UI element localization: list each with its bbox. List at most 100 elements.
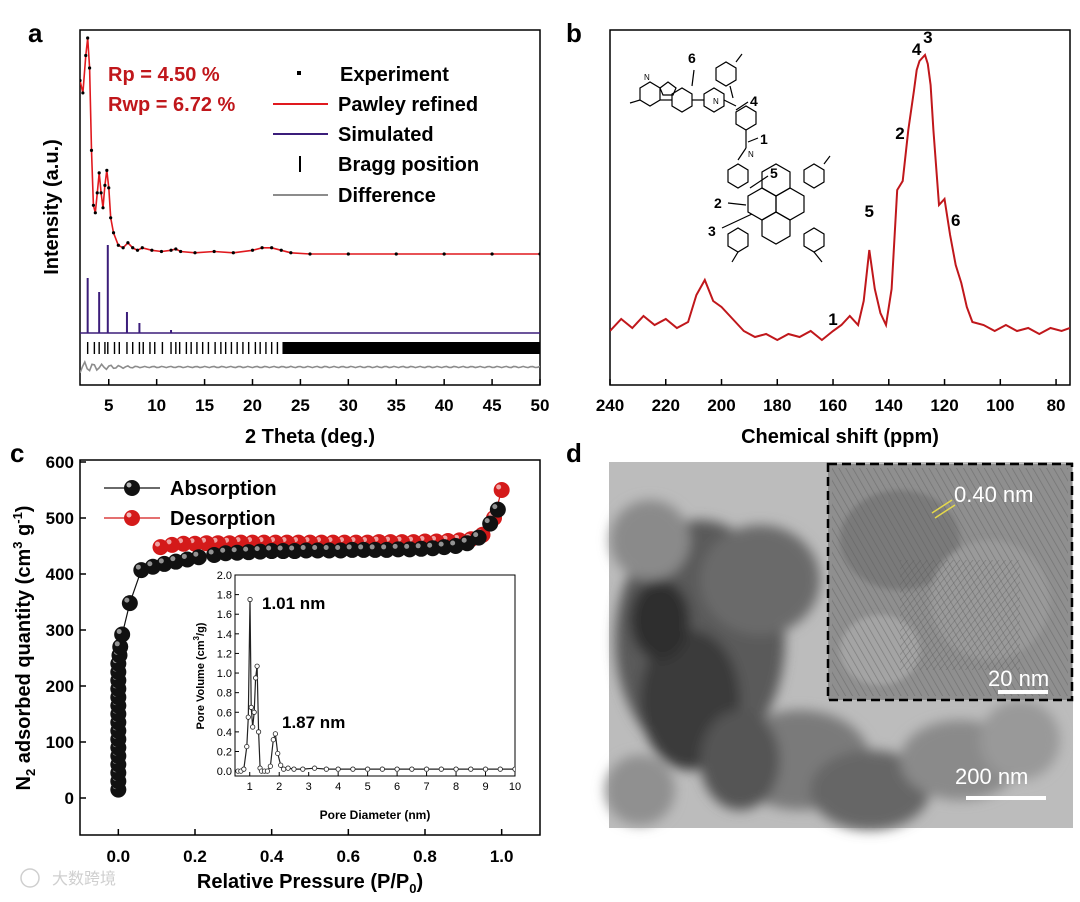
nitrogen-atom-label: N: [713, 97, 719, 106]
chemical-structure: [629, 53, 831, 263]
bond: [723, 99, 737, 107]
watermark-icon: [20, 868, 40, 888]
pore-distribution-curve: [237, 599, 515, 772]
desorption-point: [152, 539, 169, 556]
y-label-close: ): [13, 506, 35, 513]
inset-scale-label: 20 nm: [988, 666, 1049, 691]
point-highlight: [492, 504, 498, 510]
experiment-point: [105, 168, 109, 172]
point-highlight: [461, 537, 467, 543]
y-label-n: N: [13, 776, 35, 790]
point-highlight: [289, 545, 295, 551]
lattice-marker: [934, 504, 956, 519]
bragg-positions: [86, 342, 540, 354]
phenyl-ring: [727, 163, 749, 189]
inset-scale-bar: [998, 690, 1048, 694]
y-tick-label-c: 0: [65, 789, 74, 808]
arrow-2: [727, 202, 747, 206]
y-label-rest: adsorbed quantity (cm: [13, 549, 35, 769]
pore-point: [250, 724, 256, 730]
x-tick-label-c: 0.4: [260, 847, 284, 866]
x-tick-label-b: 180: [763, 396, 791, 415]
inset-y-tick-label: 0.4: [217, 727, 232, 739]
bond: [729, 85, 734, 99]
legend-bragg: Bragg position: [338, 154, 479, 176]
inset-y-tick-label: 0.0: [217, 766, 232, 778]
pore-distribution-points: [235, 596, 515, 774]
point-highlight: [404, 543, 410, 549]
point-highlight: [473, 532, 479, 538]
experiment-point: [103, 183, 107, 187]
absorption-points: [110, 501, 506, 798]
x-tick-label-a: 25: [291, 396, 310, 415]
point-highlight: [124, 597, 130, 603]
x-tick-label-b: 120: [930, 396, 958, 415]
point-highlight: [243, 546, 249, 552]
experiment-point: [93, 211, 97, 215]
plot-frame-a: [79, 29, 541, 386]
panel-b: b 240 220 200 180 160 140 120 100 80 Chemical sh…: [566, 18, 1071, 448]
y-label-sup3: 3: [10, 542, 25, 549]
pore-point: [323, 766, 329, 772]
point-highlight: [381, 544, 387, 550]
x-tick-label-a: 20: [243, 396, 262, 415]
y-axis-label-a: Intensity (a.u.): [41, 139, 63, 275]
x-tick-label-a: 50: [531, 396, 550, 415]
plot-frame-c: [79, 459, 541, 836]
experiment-point: [86, 36, 90, 40]
watermark: 大数跨境: [52, 869, 116, 888]
y-axis-c: 0 100 200 300 400 500 600: [46, 453, 86, 808]
x-axis-b: 240 220 200 180 160 140 120 100 80: [596, 379, 1066, 415]
panel-c: c 0.0 0.2 0.4 0.6 0.8 1.0 0100200300400500600…: [10, 438, 541, 896]
experiment-point: [81, 91, 85, 95]
structure-label-3: 3: [708, 223, 716, 239]
panel-label-b: b: [566, 18, 582, 48]
phenyl-ring: [715, 61, 737, 87]
experiment-point: [150, 248, 154, 252]
pore-point: [291, 766, 297, 772]
inset-x-tick-label: 2: [276, 781, 282, 793]
pore-point: [423, 766, 430, 772]
point-highlight: [277, 545, 283, 551]
pore-point: [409, 766, 415, 772]
lattice-marker: [931, 499, 953, 514]
legend-simulated: Simulated: [338, 124, 434, 146]
arrow-6: [691, 69, 695, 87]
experiment-point: [91, 203, 96, 207]
experiment-point: [442, 252, 446, 256]
bond: [735, 53, 743, 63]
absorption-point: [121, 595, 138, 612]
point-highlight: [193, 551, 199, 557]
marker-highlight: [126, 512, 132, 518]
pore-point: [350, 766, 356, 772]
phenyl-ring: [727, 227, 749, 253]
point-highlight: [254, 546, 260, 552]
x-label-end: ): [416, 871, 423, 893]
x-tick-label-c: 0.8: [413, 847, 437, 866]
main-scale-bar: [966, 796, 1046, 800]
x-tick-label-a: 5: [104, 396, 113, 415]
experiment-point: [95, 191, 99, 195]
panel-label-d: d: [566, 438, 582, 468]
inset-y-tick-label: 1.2: [217, 648, 232, 660]
experiment-point: [126, 241, 130, 245]
x-tick-label-c: 1.0: [490, 847, 514, 866]
inset-x-axis: 1 2 3 4 5 6 7 8 9 10: [247, 772, 521, 793]
point-highlight: [427, 542, 433, 548]
phenyl-ring: [735, 105, 757, 131]
point-highlight: [415, 543, 421, 549]
x-tick-label-a: 30: [339, 396, 358, 415]
point-highlight: [346, 544, 352, 550]
pore-point: [241, 766, 247, 772]
peak-label: 3: [923, 28, 932, 47]
inset-y-axis: 0.0 0.2 0.4 0.6 0.8 1.0 1.2 1.4 1.6 1.8 2.0: [217, 570, 239, 778]
inset-x-label: Pore Diameter (nm): [320, 808, 431, 822]
point-highlight: [116, 628, 122, 634]
inset-y-tick-label: 1.6: [217, 609, 232, 621]
inset-y-tick-label: 2.0: [217, 570, 232, 582]
x-axis-c: 0.0 0.2 0.4 0.6 0.8 1.0: [107, 829, 514, 866]
x-tick-label-a: 40: [435, 396, 454, 415]
experiment-point: [109, 216, 113, 220]
point-highlight: [155, 541, 160, 547]
